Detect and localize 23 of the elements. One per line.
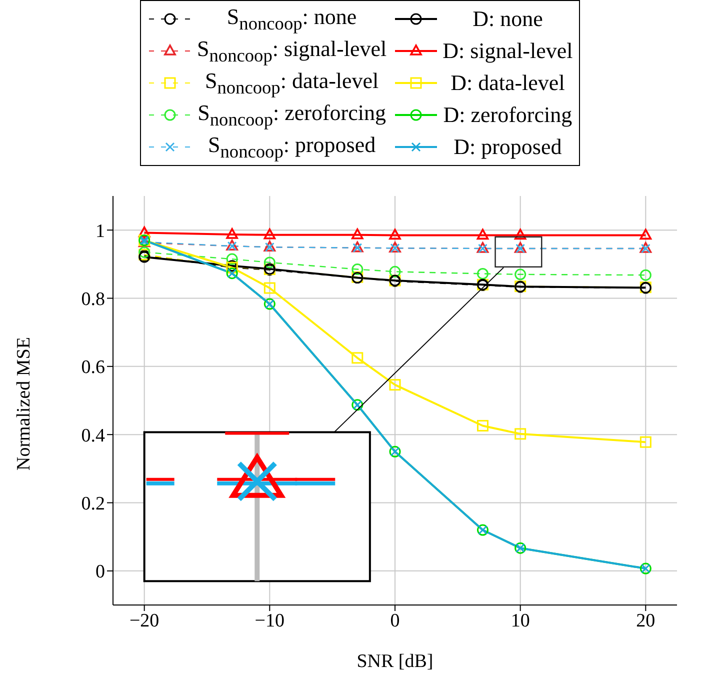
- legend-label: D: none: [472, 6, 544, 32]
- y-tick-label: 0.8: [81, 288, 105, 310]
- legend-label: S$_{noncoop}$: zeroforcing: [196, 100, 387, 130]
- legend-label: S$_{noncoop}$: signal-level: [196, 36, 387, 66]
- legend-label: D: zeroforcing: [442, 102, 573, 128]
- y-axis-title: Normalized MSE: [14, 336, 35, 470]
- y-tick-label: 0: [96, 562, 105, 583]
- x-tick-label: −10: [254, 610, 285, 632]
- y-tick-label: 0.2: [81, 493, 105, 514]
- y-tick-label: 0.4: [81, 425, 106, 446]
- y-tick-label: 1: [96, 220, 105, 242]
- x-axis-title: SNR [dB]: [356, 651, 434, 672]
- x-tick-label: 10: [510, 610, 530, 632]
- legend-label: S$_{noncoop}$: data-level: [204, 68, 380, 98]
- x-tick-label: 20: [636, 610, 656, 632]
- legend-label: S$_{noncoop}$: none: [226, 4, 358, 34]
- legend-label: S$_{noncoop}$: proposed: [206, 132, 377, 162]
- legend-label: D: proposed: [452, 134, 563, 160]
- x-tick-label: 0: [390, 610, 400, 632]
- legend-label: D: signal-level: [442, 38, 573, 64]
- x-tick-label: −20: [129, 610, 160, 632]
- y-tick-label: 0.6: [81, 357, 105, 378]
- legend-label: D: data-level: [450, 70, 566, 96]
